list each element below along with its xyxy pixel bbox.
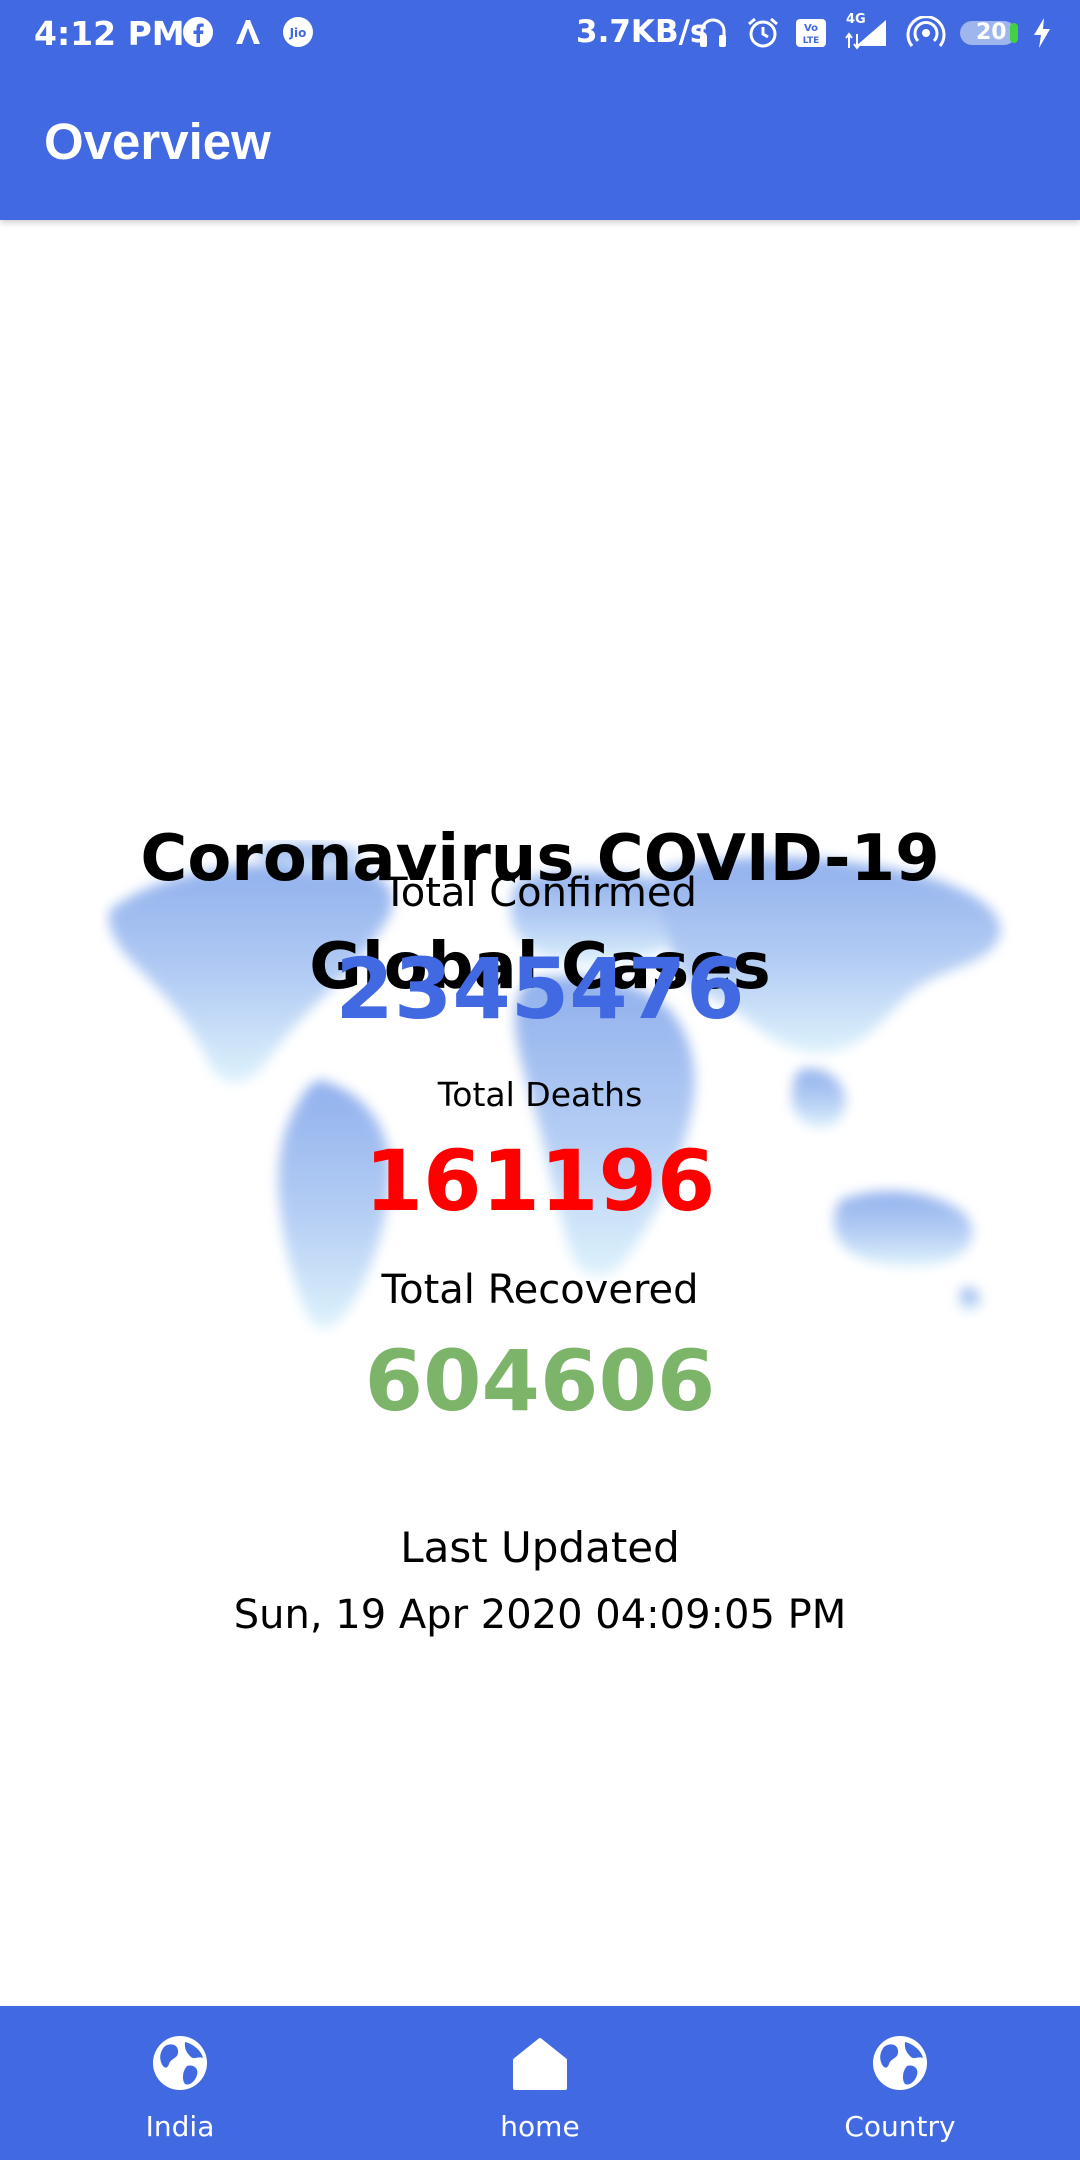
bottom-navigation: India home Country: [0, 2006, 1080, 2160]
overview-content: Coronavirus COVID-19 Global Cases Total …: [0, 220, 1080, 2006]
status-bar: 4:12 PM Jio 3.7KB/s Vo LTE 4G: [0, 0, 1080, 66]
svg-text:LTE: LTE: [803, 36, 820, 46]
jio-icon: Jio: [283, 17, 313, 47]
headline-line2: Global Cases: [309, 930, 771, 1004]
nav-item-country[interactable]: Country: [790, 2006, 1010, 2160]
total-deaths-label: Total Deaths: [437, 1075, 643, 1114]
nav-label-home: home: [500, 2110, 580, 2143]
network-type: 4G: [846, 12, 866, 27]
globe-icon: [873, 2036, 927, 2090]
total-confirmed-label: Total Confirmed: [383, 870, 697, 916]
page-title: Overview: [44, 113, 271, 170]
globe-icon: [153, 2036, 207, 2090]
alarm-icon: [748, 17, 778, 48]
a-icon: [236, 20, 260, 44]
top-app-bar: 4:12 PM Jio 3.7KB/s Vo LTE 4G: [0, 0, 1080, 220]
signal-icon: [845, 20, 886, 50]
total-recovered-value: 604606: [364, 1332, 716, 1430]
facebook-icon: [183, 17, 213, 47]
svg-text:Vo: Vo: [804, 23, 818, 34]
total-recovered-label: Total Recovered: [381, 1267, 699, 1313]
nav-label-india: India: [145, 2110, 215, 2143]
battery-icon: [960, 21, 1018, 45]
world-map-image: [109, 843, 1001, 1329]
home-icon: [513, 2038, 567, 2090]
headline-line1: Coronavirus COVID-19: [140, 822, 940, 896]
network-speed: 3.7KB/s: [576, 14, 709, 50]
total-deaths-value: 161196: [364, 1132, 716, 1230]
charging-icon: [1034, 18, 1050, 48]
nav-item-india[interactable]: India: [70, 2006, 290, 2160]
headphones-icon: [700, 18, 726, 47]
nav-label-country: Country: [844, 2110, 956, 2143]
svg-text:Jio: Jio: [289, 26, 307, 40]
hotspot-icon: [906, 16, 946, 47]
last-updated-label: Last Updated: [400, 1523, 680, 1572]
last-updated-value: Sun, 19 Apr 2020 04:09:05 PM: [233, 1592, 847, 1638]
status-time: 4:12 PM: [34, 14, 185, 53]
total-confirmed-value: 2345476: [335, 940, 745, 1038]
battery-level: 20: [976, 20, 1007, 45]
volte-icon: Vo LTE: [796, 19, 826, 47]
nav-item-home[interactable]: home: [430, 2006, 650, 2160]
headline: Coronavirus COVID-19 Global Cases: [0, 805, 1080, 1021]
